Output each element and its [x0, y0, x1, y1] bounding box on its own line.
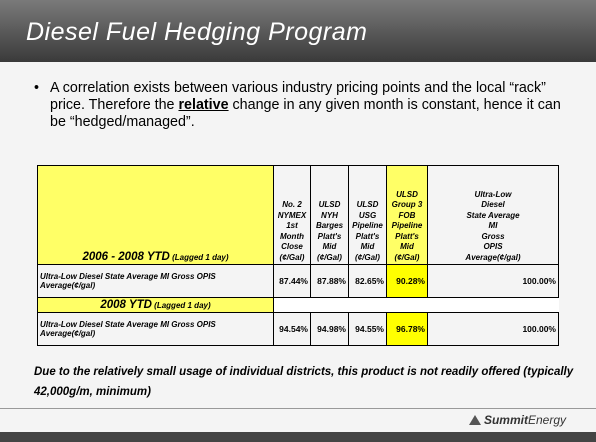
header-line: (¢/Gal) [279, 252, 305, 262]
header-line: (¢/Gal) [394, 252, 420, 262]
text: change in any given month is constant, h… [50, 97, 561, 130]
header-line: NYMEX [277, 210, 307, 220]
row-label: Ultra-Low Diesel State Average MI Gross … [37, 264, 274, 298]
text: A correlation exists between various ind… [50, 80, 546, 113]
header-line: (¢/Gal) [355, 252, 380, 262]
cell: 90.28% [386, 264, 428, 298]
header-line: MI [488, 221, 498, 230]
empty-cell [386, 297, 428, 313]
header-line: Mid [400, 242, 414, 251]
cell: 94.54% [273, 312, 311, 346]
header-line: ULSD [356, 200, 379, 209]
header-line: FOB [398, 210, 416, 220]
cell: 96.78% [386, 312, 428, 346]
header-line: (¢/Gal) [317, 252, 342, 262]
footnote: Due to the relatively small usage of ind… [34, 366, 574, 398]
header-line: Diesel [481, 200, 505, 209]
section-heading: 2006 - 2008 YTD (Lagged 1 day) [37, 165, 274, 265]
header-line: Gross [481, 231, 505, 241]
header-line: Barges [315, 221, 344, 230]
header-line: Platt's [355, 231, 380, 241]
cell: 87.88% [310, 264, 349, 298]
header-line: Ultra-Low [474, 189, 512, 199]
header-line: Average(¢/gal) [465, 252, 521, 262]
cell: 94.98% [310, 312, 349, 346]
header-line: No. 2 [282, 200, 302, 209]
empty-cell [310, 297, 349, 313]
header-line: Mid [322, 242, 337, 251]
heading: 2008 YTD [100, 299, 152, 311]
header-line: 1st [286, 221, 298, 230]
bullet: • A correlation exists between various in… [34, 80, 564, 131]
header-line: USG [358, 210, 377, 220]
column-header: ULSD NYH Barges Platt's Mid (¢/Gal) [310, 165, 349, 265]
logo: SummitEnergy [468, 413, 566, 427]
cell: 100.00% [427, 312, 559, 346]
header-line: Platt's [317, 231, 342, 241]
header-row: 2008 YTD (Lagged 1 day) [37, 297, 559, 313]
empty-cell [427, 297, 559, 313]
header-row: 2006 - 2008 YTD (Lagged 1 day) No. 2 NYMEX… [37, 165, 559, 265]
empty-cell [273, 297, 311, 313]
logo-bold: Summit [483, 413, 528, 427]
column-header: No. 2 NYMEX 1st Month Close (¢/Gal) [273, 165, 311, 265]
header-line: Platt's [395, 231, 419, 241]
rule [0, 408, 596, 409]
cell: 100.00% [427, 264, 559, 298]
cell: 94.55% [348, 312, 387, 346]
header-line: Pipeline [391, 221, 423, 230]
emphasis: relative [178, 97, 229, 113]
heading: 2006 - 2008 YTD [82, 250, 170, 263]
header-line: OPIS [483, 242, 503, 251]
bottom-band [0, 432, 596, 442]
heading-note: (Lagged 1 day) [154, 301, 211, 310]
bullet-text: A correlation exists between various ind… [50, 80, 564, 131]
header-band [0, 0, 596, 62]
section-heading: 2008 YTD (Lagged 1 day) [37, 297, 274, 313]
header-line: ULSD [396, 189, 418, 199]
header-line: Close [281, 242, 303, 251]
empty-cell [348, 297, 387, 313]
header-line: ULSD [318, 200, 341, 209]
heading-note: (Lagged 1 day) [172, 252, 229, 262]
cell: 87.44% [273, 264, 311, 298]
column-header: ULSD Group 3 FOB Pipeline Platt's Mid (¢/Gal) [386, 165, 428, 265]
data-row: Ultra-Low Diesel State Average MI Gross … [37, 264, 559, 298]
column-header: Ultra-Low Diesel State Average MI Gross OPIS A… [427, 165, 559, 265]
title: Diesel Fuel Hedging Program [26, 18, 368, 46]
logo-light: Energy [527, 413, 566, 427]
header-line: NYH [321, 210, 338, 220]
column-header: ULSD USG Pipeline Platt's Mid (¢/Gal) [348, 165, 387, 265]
table: 2006 - 2008 YTD (Lagged 1 day) No. 2 NYMEX… [37, 165, 559, 346]
data-row: Ultra-Low Diesel State Average MI Gross … [37, 312, 559, 346]
header-line: Pipeline [352, 221, 383, 230]
header-line: State Average [466, 210, 520, 220]
cell: 82.65% [348, 264, 387, 298]
header-line: Group 3 [391, 200, 423, 209]
row-label: Ultra-Low Diesel State Average MI Gross … [37, 312, 274, 346]
header-line: Mid [360, 242, 375, 251]
logo-icon [468, 415, 481, 425]
header-line: Month [280, 231, 304, 241]
bullet-dot: • [34, 80, 40, 96]
